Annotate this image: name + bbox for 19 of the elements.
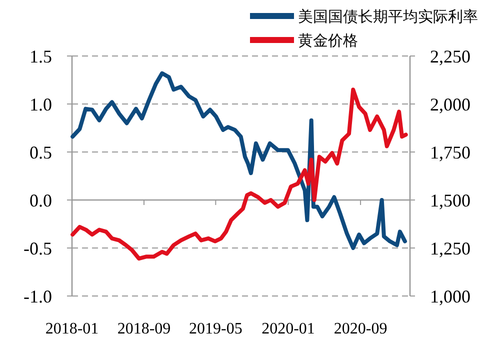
x-tick-label: 2020-01 [262,320,315,338]
y2-tick-label: 1,250 [430,238,470,258]
y-tick-label: -1.0 [24,286,52,306]
y2-tick-label: 2,250 [430,46,470,66]
y2-tick-label: 1,500 [430,190,470,210]
y-tick-label: 0.0 [30,190,52,210]
y-tick-label: 0.5 [30,142,52,162]
y2-tick-label: 2,000 [430,94,470,114]
x-tick-label: 2018-01 [45,320,99,338]
y2-tick-label: 1,750 [430,142,470,162]
legend-label: 美国国债长期平均实际利率 [298,8,478,26]
y2-tick-label: 1,000 [430,286,470,306]
legend-label: 黄金价格 [298,32,358,50]
y-tick-label: -0.5 [24,238,52,258]
x-tick-label: 2019-05 [189,320,242,338]
y-tick-label: 1.0 [30,94,52,114]
x-tick-label: 2018-09 [117,320,171,338]
y-tick-label: 1.5 [30,46,52,66]
x-tick-label: 2020-09 [334,320,388,338]
